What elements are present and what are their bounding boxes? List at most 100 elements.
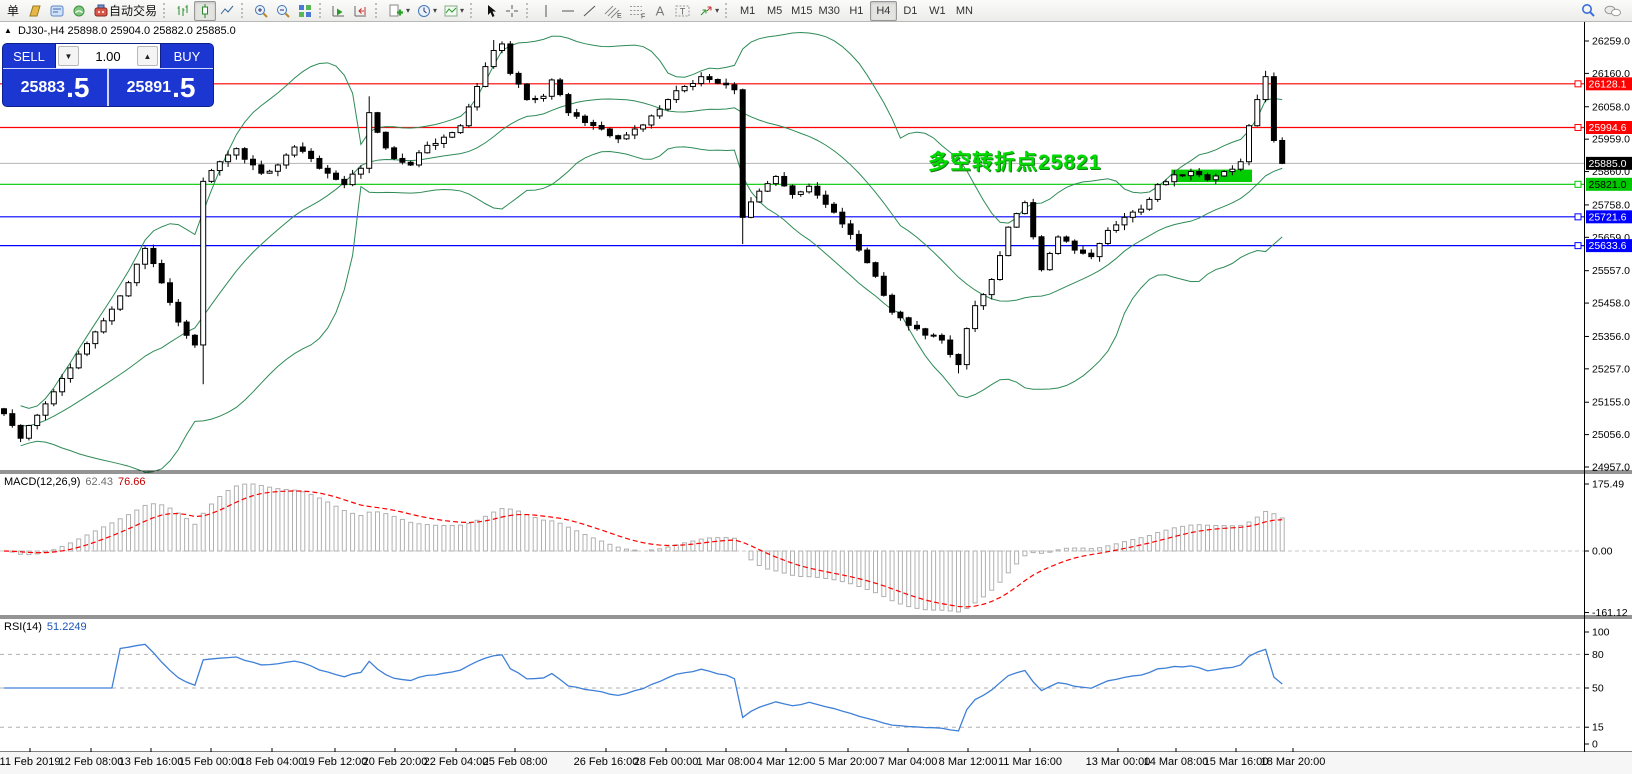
one-click-trading-panel: SELL ▼ ▲ BUY 25883.5 25891.5 bbox=[3, 44, 213, 106]
toolbar: 单 自动交易 ▾ ▾ ▾ E F A T ▾ M1 M bbox=[0, 0, 1632, 22]
timeframe-m30-button[interactable]: M30 bbox=[818, 4, 840, 17]
time-axis-label: 28 Feb 00:00 bbox=[633, 756, 699, 768]
level-anchor-square[interactable] bbox=[1574, 80, 1582, 88]
collapse-panel-toggle[interactable]: ▲ bbox=[4, 26, 12, 35]
level-anchor-square[interactable] bbox=[1574, 124, 1582, 132]
volume-input[interactable] bbox=[81, 44, 135, 68]
zoom-in-button[interactable] bbox=[250, 1, 272, 21]
metaeditor-icon[interactable] bbox=[46, 1, 68, 21]
svg-text:0.00: 0.00 bbox=[1592, 546, 1613, 558]
chart-shift-icon bbox=[354, 5, 367, 16]
bar-chart-button[interactable] bbox=[172, 1, 194, 21]
svg-text:25994.6: 25994.6 bbox=[1589, 122, 1627, 134]
time-axis-label: 22 Feb 04:00 bbox=[423, 756, 489, 768]
autotrading-button[interactable]: 自动交易 bbox=[90, 1, 160, 21]
signals-icon[interactable] bbox=[68, 1, 90, 21]
svg-text:25885.0: 25885.0 bbox=[1589, 158, 1627, 170]
cursor-button[interactable] bbox=[479, 1, 501, 21]
candlestick-button[interactable] bbox=[194, 0, 217, 21]
fibonacci-button[interactable]: F bbox=[625, 1, 649, 21]
timeframe-h4-button[interactable]: H4 bbox=[869, 0, 897, 21]
trendline-button[interactable] bbox=[579, 1, 601, 21]
text-icon: A bbox=[656, 3, 665, 18]
search-icon bbox=[1582, 4, 1595, 17]
line-chart-button[interactable] bbox=[216, 1, 238, 21]
candlestick-icon bbox=[202, 3, 209, 18]
history-icon[interactable] bbox=[24, 1, 46, 21]
buy-price[interactable]: 25891.5 bbox=[126, 71, 196, 103]
time-axis-label: 26 Feb 16:00 bbox=[573, 756, 639, 768]
svg-text:25155.0: 25155.0 bbox=[1592, 397, 1630, 409]
svg-text:25056.0: 25056.0 bbox=[1592, 429, 1630, 441]
timeframe-w1-button[interactable]: W1 bbox=[929, 4, 946, 17]
text-label-button[interactable]: T bbox=[671, 1, 695, 21]
new-order-button[interactable]: 单 bbox=[6, 4, 19, 18]
time-axis-label: 14 Mar 08:00 bbox=[1143, 756, 1209, 768]
sell-button[interactable]: SELL bbox=[3, 44, 55, 68]
volume-decrease-button[interactable]: ▼ bbox=[58, 46, 79, 66]
svg-text:A: A bbox=[656, 3, 665, 18]
svg-text:T: T bbox=[680, 6, 686, 16]
svg-text:F: F bbox=[641, 13, 645, 19]
time-axis[interactable]: 11 Feb 2019 12 Feb 08:00 13 Feb 16:00 15 Fe… bbox=[0, 752, 1632, 774]
equidistant-channel-icon: E bbox=[604, 5, 622, 19]
time-axis-label: 1 Mar 08:00 bbox=[696, 756, 756, 768]
timeframe-d1-button[interactable]: D1 bbox=[903, 4, 918, 17]
equidistant-channel-button[interactable]: E bbox=[601, 1, 625, 21]
tile-windows-icon bbox=[299, 4, 312, 17]
zoom-out-button[interactable] bbox=[272, 1, 294, 21]
buy-button[interactable]: BUY bbox=[161, 44, 213, 68]
arrows-button[interactable]: ▾ bbox=[695, 1, 722, 21]
level-anchor-square[interactable] bbox=[1574, 213, 1582, 221]
timeframe-m1-button[interactable]: M1 bbox=[739, 4, 756, 17]
arrows-icon bbox=[700, 6, 712, 15]
svg-text:25721.6: 25721.6 bbox=[1589, 211, 1627, 223]
svg-text:24957.0: 24957.0 bbox=[1592, 462, 1630, 474]
time-axis-label: 15 Mar 16:00 bbox=[1203, 756, 1269, 768]
svg-text:25633.6: 25633.6 bbox=[1589, 240, 1627, 252]
line-chart-icon bbox=[220, 5, 234, 14]
templates-button[interactable]: ▾ bbox=[384, 1, 413, 21]
periods-icon bbox=[418, 4, 431, 17]
svg-text:26128.1: 26128.1 bbox=[1589, 78, 1627, 90]
time-axis-label: 18 Mar 20:00 bbox=[1260, 756, 1326, 768]
autotrading-icon bbox=[94, 4, 108, 16]
timeframe-m5-button[interactable]: M5 bbox=[766, 4, 783, 17]
time-axis-label: 7 Mar 04:00 bbox=[878, 756, 938, 768]
volume-increase-button[interactable]: ▲ bbox=[137, 46, 158, 66]
sell-price[interactable]: 25883.5 bbox=[20, 71, 90, 103]
svg-text:25557.0: 25557.0 bbox=[1592, 265, 1630, 277]
timeframe-mn-button[interactable]: MN bbox=[955, 4, 973, 17]
bar-chart-icon bbox=[177, 4, 188, 16]
text-label-icon: T bbox=[675, 5, 690, 16]
chart-shift-button[interactable] bbox=[350, 1, 372, 21]
cursor-icon bbox=[488, 4, 497, 17]
vertical-line-button[interactable] bbox=[535, 1, 557, 21]
chat-button[interactable] bbox=[1600, 1, 1626, 21]
svg-text:25356.0: 25356.0 bbox=[1592, 331, 1630, 343]
price-axis-ticks[interactable]: 26259.026160.026058.025959.025860.025758… bbox=[1584, 36, 1630, 474]
text-button[interactable]: A bbox=[649, 1, 671, 21]
time-axis-label: 11 Feb 2019 bbox=[0, 756, 61, 768]
crosshair-button[interactable] bbox=[501, 1, 523, 21]
chart-plot[interactable]: 26259.026160.026058.025959.025860.025758… bbox=[0, 22, 1632, 753]
timeframe-m15-button[interactable]: M15 bbox=[791, 4, 813, 17]
level-anchor-square[interactable] bbox=[1574, 242, 1582, 250]
level-anchor-square[interactable] bbox=[1574, 180, 1582, 188]
search-button[interactable] bbox=[1577, 1, 1600, 21]
chat-icon bbox=[1604, 5, 1621, 16]
horizontal-level-lines[interactable] bbox=[0, 83, 1584, 247]
tile-windows-button[interactable] bbox=[294, 1, 316, 21]
vertical-line-icon bbox=[545, 4, 547, 17]
horizontal-line-icon bbox=[562, 10, 575, 11]
auto-scroll-button[interactable] bbox=[328, 1, 350, 21]
timeframe-h1-button[interactable]: H1 bbox=[849, 4, 864, 17]
price-tag bbox=[1586, 239, 1632, 253]
svg-text:26058.0: 26058.0 bbox=[1592, 101, 1630, 113]
indicators-button[interactable]: ▾ bbox=[440, 1, 467, 21]
horizontal-line-button[interactable] bbox=[557, 1, 579, 21]
periods-button[interactable]: ▾ bbox=[413, 1, 440, 21]
time-axis-label: 8 Mar 12:00 bbox=[938, 756, 998, 768]
time-axis-label: 20 Feb 20:00 bbox=[362, 756, 428, 768]
time-axis-label: 4 Mar 12:00 bbox=[756, 756, 816, 768]
